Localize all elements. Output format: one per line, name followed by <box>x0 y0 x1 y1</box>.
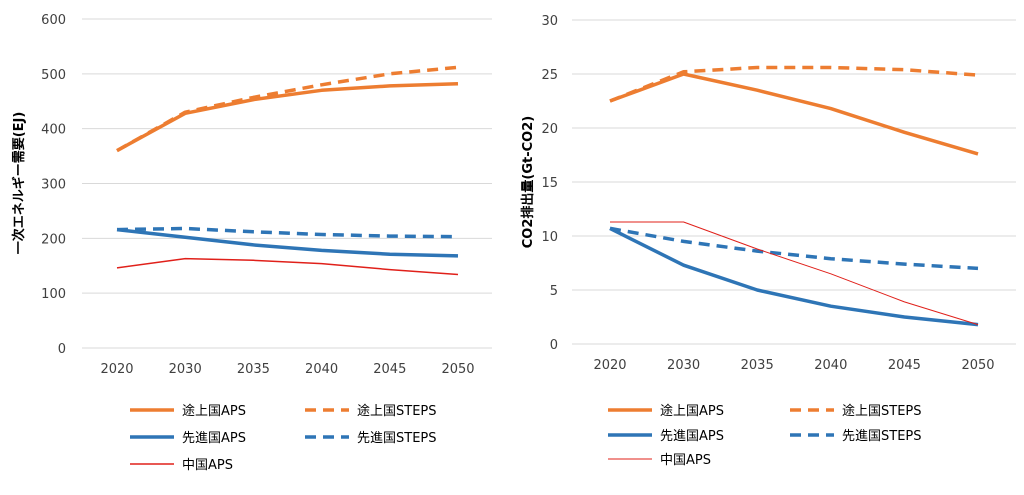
series-line <box>609 226 979 271</box>
legend-label: 途上国APS <box>182 403 246 419</box>
series-line <box>116 227 459 258</box>
series-line <box>609 72 979 156</box>
y-axis-label: 一次エネルギー需要(EJ) <box>11 112 27 255</box>
series-line <box>116 226 459 239</box>
legend-label: 中国APS <box>182 458 233 473</box>
x-tick-label: 2030 <box>667 358 700 373</box>
chart-2: 0 5 10 15 20 25 30 2020 2030 2035 2040 2045 2050 CO2排… <box>520 14 1016 468</box>
y-axis-label: CO2排出量(Gt-CO2) <box>520 116 536 248</box>
y-tick-label: 400 <box>41 123 66 138</box>
y-tick-label: 15 <box>541 176 558 191</box>
x-tick-label: 2040 <box>814 358 847 373</box>
series-line <box>609 65 979 103</box>
y-tick-label: 300 <box>41 178 66 193</box>
x-tick-label: 2045 <box>373 362 406 377</box>
x-tick-label: 2045 <box>888 358 921 373</box>
series-line <box>116 257 459 276</box>
y-tick-label: 20 <box>541 122 558 137</box>
x-tick-label: 2030 <box>169 362 202 377</box>
x-tick-label: 2020 <box>100 362 133 377</box>
legend-label: 先進国APS <box>660 429 724 444</box>
legend-label: 先進国STEPS <box>357 431 437 446</box>
x-tick-label: 2050 <box>441 362 474 377</box>
y-tick-label: 0 <box>58 342 66 357</box>
y-tick-label: 25 <box>541 68 558 83</box>
legend-label: 先進国STEPS <box>842 429 922 444</box>
y-tick-label: 500 <box>41 68 66 83</box>
series-line <box>610 221 979 326</box>
y-tick-label: 0 <box>550 338 558 353</box>
y-tick-label: 10 <box>541 230 558 245</box>
series-line <box>116 81 459 153</box>
x-tick-label: 2040 <box>305 362 338 377</box>
legend-label: 中国APS <box>660 453 711 468</box>
legend-label: 途上国STEPS <box>842 403 922 419</box>
y-tick-label: 5 <box>550 284 558 299</box>
y-tick-label: 30 <box>541 14 558 29</box>
x-tick-label: 2050 <box>961 358 994 373</box>
x-tick-label: 2035 <box>741 358 774 373</box>
series-line <box>609 226 979 327</box>
legend-label: 途上国APS <box>660 403 724 419</box>
legend-label: 先進国APS <box>182 431 246 446</box>
y-tick-label: 100 <box>41 287 66 302</box>
chart-1: 0 100 200 300 400 500 600 2020 2030 2035 2040 2045 2… <box>11 13 492 473</box>
legend-label: 途上国STEPS <box>357 403 437 419</box>
y-tick-label: 600 <box>41 13 66 28</box>
y-tick-label: 200 <box>41 232 66 247</box>
x-tick-label: 2035 <box>237 362 270 377</box>
x-tick-label: 2020 <box>593 358 626 373</box>
series-line <box>116 65 459 153</box>
